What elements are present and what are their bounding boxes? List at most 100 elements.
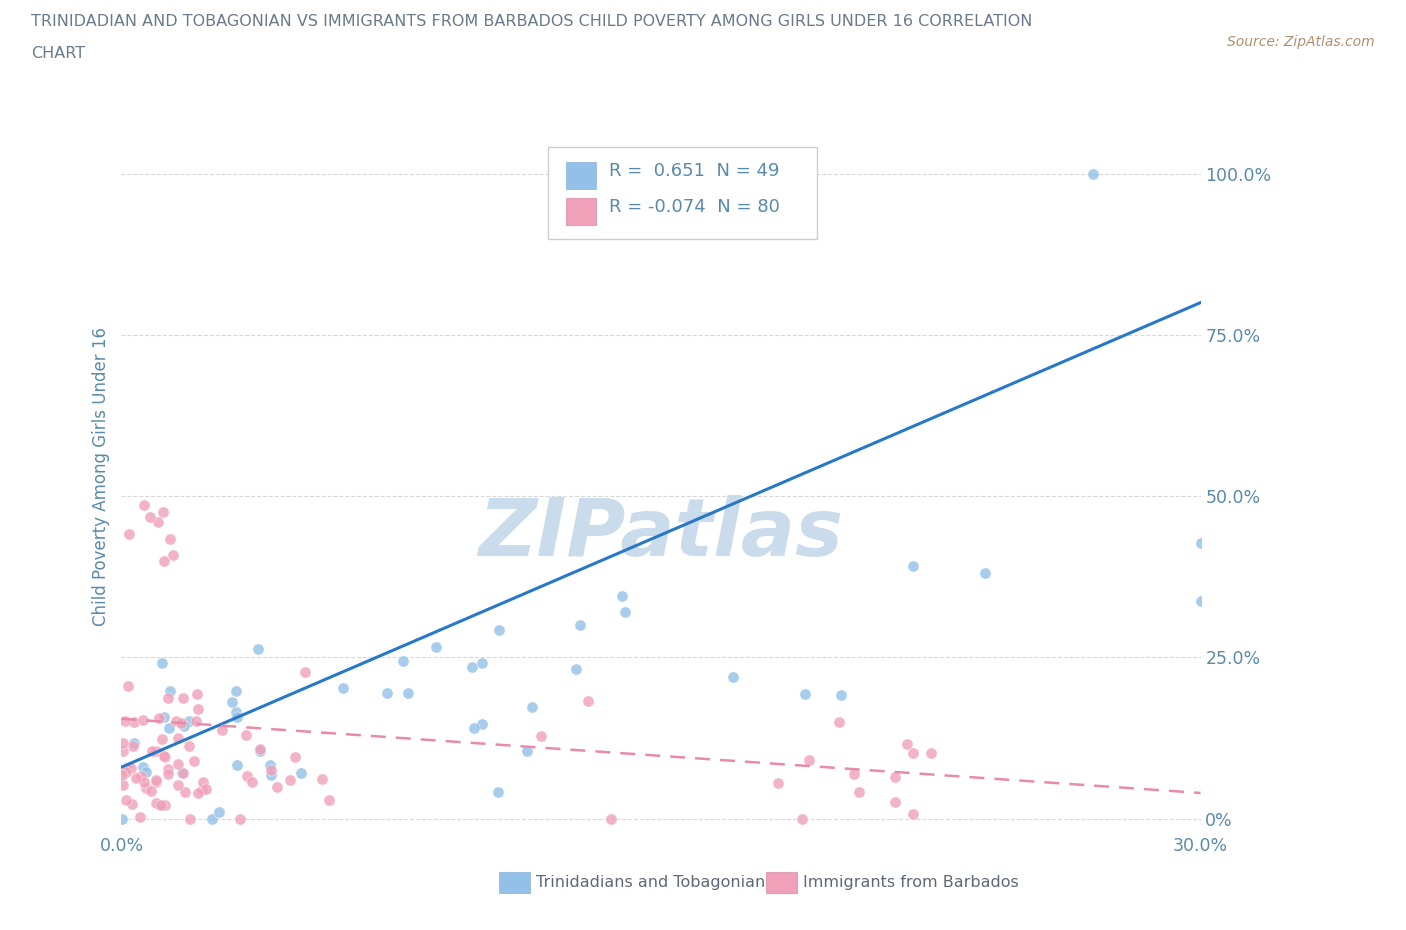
Point [242,775,264,790]
Point [179,811,201,826]
Point [471,656,494,671]
Point [184,714,207,729]
Point [266,779,288,794]
Point [145,775,167,790]
Point [153,709,176,724]
Point [790,811,813,826]
Point [132,498,155,512]
Point [139,784,162,799]
Point [115,764,138,779]
Point [165,714,187,729]
Point [211,723,233,737]
Point [284,750,307,764]
Point [129,809,152,824]
Point [516,744,538,759]
Point [148,711,170,725]
Point [1081,166,1104,181]
Point [153,750,176,764]
Text: ZIPatlas: ZIPatlas [478,495,844,573]
Point [135,764,157,779]
Point [179,714,201,729]
Point [183,753,205,768]
Point [157,766,180,781]
Point [920,745,942,760]
Point [830,687,852,702]
Point [172,765,194,780]
Point [153,749,176,764]
Text: R = -0.074  N = 80: R = -0.074 N = 80 [609,198,780,216]
Point [122,714,145,729]
Point [721,670,744,684]
Point [461,659,484,674]
Point [235,727,257,742]
Point [121,797,143,812]
Point [318,792,340,807]
Point [170,715,193,730]
Point [901,806,924,821]
Point [162,547,184,562]
Point [159,684,181,698]
Point [157,691,180,706]
Point [612,589,634,604]
Point [191,782,214,797]
Point [149,797,172,812]
Point [157,762,180,777]
Point [901,559,924,574]
Point [896,737,918,751]
Point [883,794,905,809]
Point [145,773,167,788]
Point [125,770,148,785]
Point [221,695,243,710]
Point [1189,593,1212,608]
Point [135,781,157,796]
Point [132,775,155,790]
Point [1189,536,1212,551]
Point [191,775,214,790]
Point [159,532,181,547]
Point [148,514,170,529]
Point [111,767,134,782]
Point [290,765,312,780]
Point [396,685,419,700]
Point [173,719,195,734]
Point [150,732,173,747]
Point [117,761,139,776]
Point [600,811,623,826]
Point [132,759,155,774]
Text: Source: ZipAtlas.com: Source: ZipAtlas.com [1227,35,1375,49]
Point [166,757,188,772]
Point [848,784,870,799]
Point [828,715,851,730]
Point [118,526,141,541]
Point [793,687,815,702]
Point [122,738,145,753]
Point [157,721,180,736]
Point [520,699,543,714]
Point [614,604,637,619]
Point [225,684,247,698]
Point [259,758,281,773]
Point [463,721,485,736]
Point [236,769,259,784]
Point [488,623,510,638]
Point [246,642,269,657]
Point [187,786,209,801]
Point [569,618,592,632]
Point [145,795,167,810]
Bar [567,163,596,190]
Point [883,769,905,784]
Point [901,745,924,760]
Point [114,792,136,807]
Text: CHART: CHART [31,46,84,61]
Point [280,773,302,788]
Point [311,772,333,787]
Point [375,686,398,701]
Bar [567,198,596,225]
Point [152,656,174,671]
Text: Immigrants from Barbados: Immigrants from Barbados [803,875,1018,890]
Point [187,701,209,716]
Point [117,679,139,694]
Point [486,785,509,800]
Point [170,765,193,780]
Point [177,738,200,753]
